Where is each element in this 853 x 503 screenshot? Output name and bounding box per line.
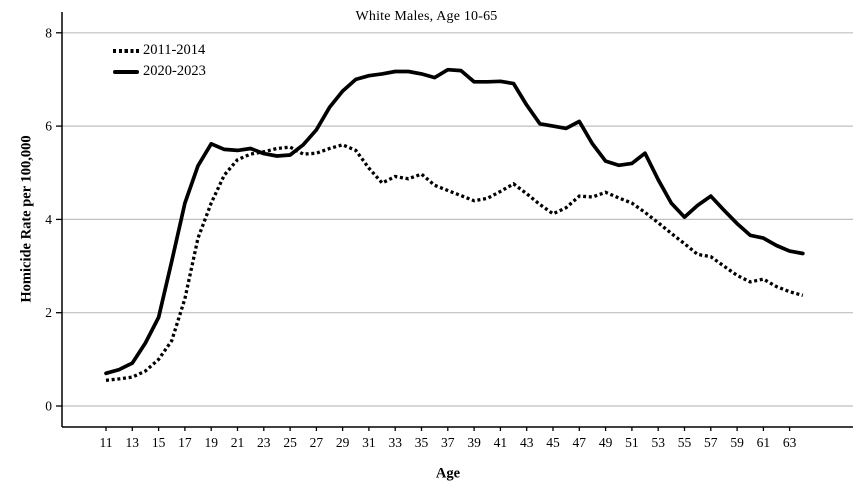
x-tick-label-21: 21 xyxy=(231,435,245,450)
y-tick-label-4: 4 xyxy=(45,212,52,227)
x-tick-label-23: 23 xyxy=(257,435,271,450)
legend-item-2011-2014: 2011-2014 xyxy=(113,40,206,61)
x-tick-label-63: 63 xyxy=(783,435,797,450)
x-tick-label-43: 43 xyxy=(520,435,534,450)
x-tick-label-27: 27 xyxy=(310,435,324,450)
legend-label: 2020-2023 xyxy=(143,63,206,80)
x-tick-label-13: 13 xyxy=(126,435,140,450)
x-tick-label-35: 35 xyxy=(415,435,429,450)
x-tick-label-55: 55 xyxy=(678,435,692,450)
dotted-line-swatch-icon xyxy=(113,48,139,53)
x-tick-label-33: 33 xyxy=(388,435,402,450)
x-tick-label-31: 31 xyxy=(362,435,376,450)
y-axis-title: Homicide Rate per 100,000 xyxy=(18,135,35,303)
legend-label: 2011-2014 xyxy=(143,42,206,59)
x-tick-label-11: 11 xyxy=(100,435,113,450)
x-tick-label-51: 51 xyxy=(625,435,639,450)
x-tick-label-17: 17 xyxy=(178,435,192,450)
legend: 2011-2014 2020-2023 xyxy=(113,40,206,82)
chart-title: White Males, Age 10-65 xyxy=(355,9,498,24)
x-tick-label-61: 61 xyxy=(757,435,771,450)
x-tick-label-37: 37 xyxy=(441,435,455,450)
y-tick-label-2: 2 xyxy=(45,305,52,320)
x-axis-title: Age xyxy=(435,465,461,482)
x-tick-label-53: 53 xyxy=(651,435,665,450)
solid-line-swatch-icon xyxy=(113,69,139,74)
x-tick-label-47: 47 xyxy=(573,435,587,450)
x-tick-label-25: 25 xyxy=(283,435,297,450)
series-line-2020-2023 xyxy=(104,67,805,376)
y-tick-label-6: 6 xyxy=(45,119,52,134)
series-line-2011-2014 xyxy=(105,143,804,382)
legend-item-2020-2023: 2020-2023 xyxy=(113,61,206,82)
x-tick-label-57: 57 xyxy=(704,435,718,450)
x-tick-label-59: 59 xyxy=(730,435,744,450)
x-tick-label-15: 15 xyxy=(152,435,166,450)
y-tick-label-0: 0 xyxy=(45,399,52,414)
y-tick-label-8: 8 xyxy=(45,25,52,40)
x-tick-label-41: 41 xyxy=(494,435,508,450)
x-tick-label-29: 29 xyxy=(336,435,350,450)
x-tick-label-19: 19 xyxy=(204,435,218,450)
x-tick-label-39: 39 xyxy=(467,435,481,450)
x-tick-label-45: 45 xyxy=(546,435,560,450)
x-tick-label-49: 49 xyxy=(599,435,613,450)
